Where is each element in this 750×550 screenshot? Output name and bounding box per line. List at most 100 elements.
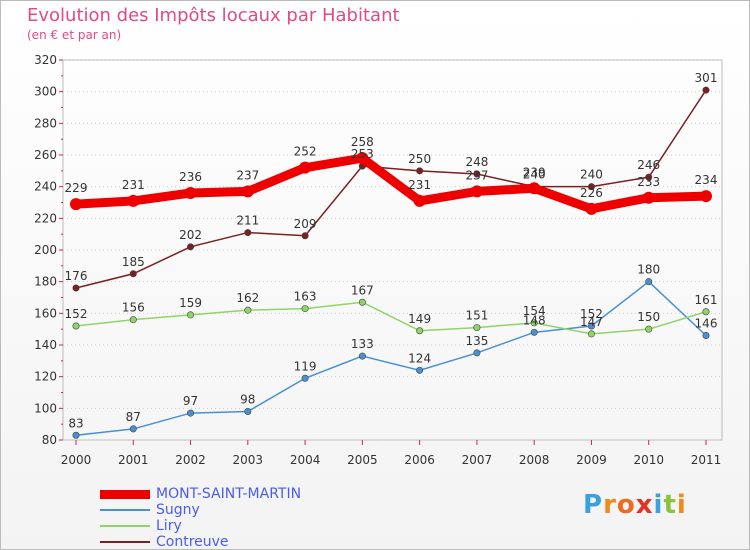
chart-title: Evolution des Impôts locaux par Habitant [27,5,400,26]
legend-label: Contreuve [156,534,229,550]
data-label: 124 [408,351,431,365]
data-label: 98 [240,393,255,407]
y-tick-label: 180 [34,275,57,289]
legend-swatch [100,541,150,543]
x-tick-label: 2006 [404,453,435,467]
y-tick-label: 200 [34,243,57,257]
data-point [702,331,710,339]
data-label: 231 [408,178,431,192]
data-point [129,270,137,278]
data-point [416,366,424,374]
x-tick-label: 2004 [290,453,321,467]
data-point [301,305,309,313]
x-tick-label: 2005 [347,453,378,467]
data-point [702,308,710,316]
x-tick-label: 2009 [576,453,607,467]
logo-letter: t [663,490,677,520]
data-label: 185 [122,255,145,269]
data-point [299,161,312,174]
data-point [528,182,541,195]
legend-item: MONT-SAINT-MARTIN [100,486,301,502]
legend-swatch [100,509,150,511]
data-point [530,319,538,327]
data-label: 229 [65,181,88,195]
y-tick-label: 160 [34,306,57,320]
data-label: 248 [465,155,488,169]
data-label: 148 [523,313,546,327]
data-point [70,198,82,211]
data-point [244,229,252,237]
data-label: 135 [465,334,488,348]
data-point [244,306,252,314]
legend-label: Sugny [156,502,200,518]
x-tick-label: 2003 [233,453,264,467]
data-point [301,374,309,382]
legend-item: Sugny [100,502,301,518]
data-label: 150 [637,310,660,324]
data-label: 301 [695,71,718,85]
data-point [702,86,710,94]
data-label: 231 [122,178,145,192]
x-tick-label: 2002 [175,453,206,467]
data-point [645,325,653,333]
data-point [473,349,481,357]
data-label: 97 [183,394,198,408]
data-point [585,202,598,215]
legend-item: Liry [100,518,301,534]
logo-letter: i [676,490,687,520]
data-label: 180 [637,263,660,277]
data-label: 226 [580,186,603,200]
data-point [356,152,369,165]
data-point [244,407,252,415]
logo-letter: i [653,490,664,520]
data-point [72,322,80,330]
data-point [416,327,424,335]
data-point [129,425,137,433]
legend-label: Liry [156,518,182,534]
data-label: 133 [351,337,374,351]
y-tick-label: 80 [42,433,57,447]
y-tick-label: 320 [34,53,57,67]
data-label: 252 [294,145,317,159]
y-tick-label: 240 [34,180,57,194]
data-label: 167 [351,283,374,297]
data-label: 250 [408,152,431,166]
data-point [358,352,366,360]
data-point [587,330,595,338]
data-label: 209 [294,217,317,231]
data-point [645,173,653,181]
data-point [413,194,426,207]
legend-label: MONT-SAINT-MARTIN [156,486,302,502]
y-tick-label: 100 [34,401,57,415]
legend-swatch [100,525,150,527]
data-label: 239 [523,165,546,179]
data-point [187,243,195,251]
y-tick-label: 220 [34,211,57,225]
data-label: 234 [695,173,718,187]
data-point [187,409,195,417]
data-point [184,187,197,199]
data-point [129,316,137,324]
y-tick-label: 300 [34,85,57,99]
data-point [72,284,80,292]
logo-letter: o [616,490,636,520]
data-label: 161 [695,293,718,307]
data-point [645,278,653,286]
data-label: 233 [637,175,660,189]
data-label: 176 [65,269,88,283]
data-point [187,311,195,319]
data-label: 246 [637,158,660,172]
data-point [700,190,712,203]
data-label: 87 [126,410,141,424]
legend-swatch [100,489,150,499]
data-point [470,185,483,198]
chart-subtitle: (en € et par an) [27,28,122,42]
data-label: 162 [236,291,259,305]
data-label: 258 [351,135,374,149]
data-point [530,328,538,336]
data-label: 237 [465,168,488,182]
y-tick-label: 280 [34,116,57,130]
series-line-mont-saint-martin [71,153,711,214]
chart-legend: MONT-SAINT-MARTIN Sugny Liry Contreuve [100,486,301,550]
